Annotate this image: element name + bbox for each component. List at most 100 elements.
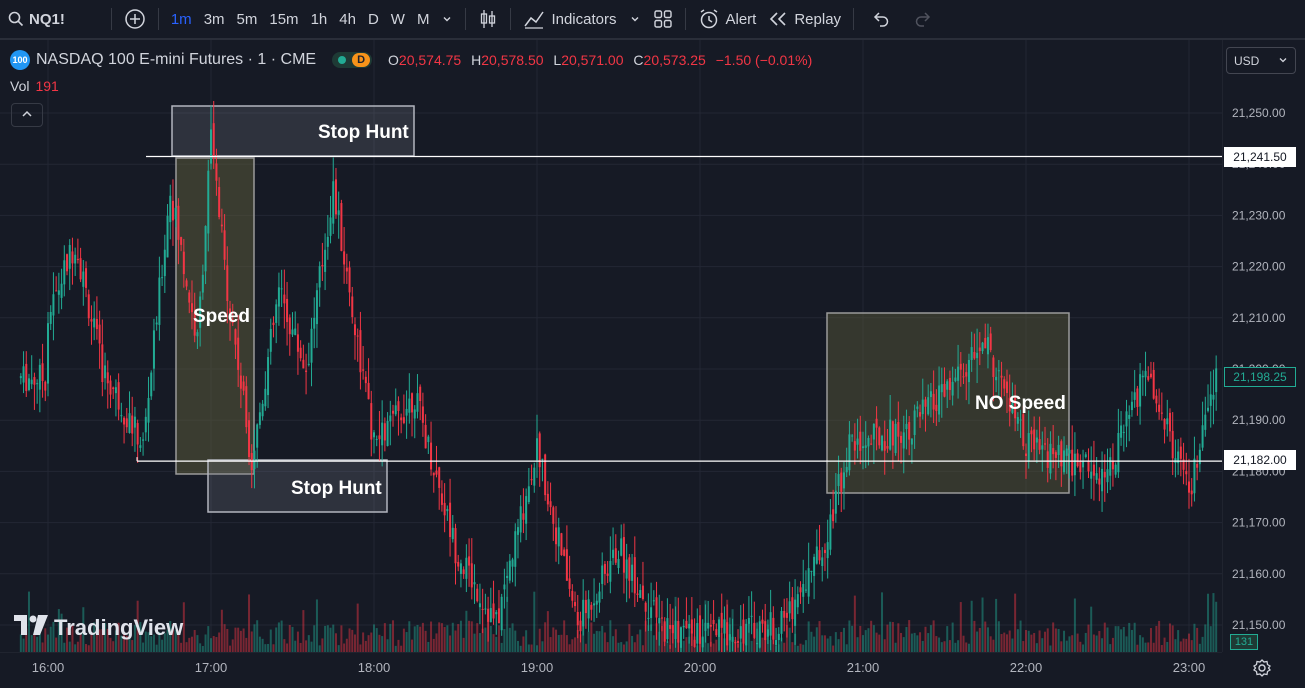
time-tick-label: 21:00	[847, 660, 880, 675]
no-speed-label[interactable]: NO Speed	[975, 393, 1066, 414]
interval-dropdown[interactable]	[435, 0, 459, 38]
alert-button[interactable]: Alert	[692, 0, 763, 38]
volume-bar	[625, 641, 628, 652]
stop-hunt-bottom-box[interactable]	[207, 459, 388, 513]
volume-bar	[1149, 628, 1152, 652]
chart-pane[interactable]	[0, 40, 1222, 652]
candle-body	[201, 274, 204, 293]
volume-bar	[639, 629, 642, 652]
volume-bar	[962, 635, 965, 652]
interval-w-button[interactable]: W	[390, 10, 405, 28]
volume-bar	[468, 620, 471, 652]
interval-1m-button[interactable]: 1m	[170, 10, 192, 28]
candle-body	[57, 290, 60, 295]
layouts-button[interactable]	[647, 0, 679, 38]
divider	[510, 8, 512, 30]
volume-bar	[497, 625, 500, 652]
undo-button[interactable]	[860, 0, 902, 38]
candle-body	[329, 217, 332, 236]
chart-type-button[interactable]	[472, 0, 504, 38]
interval-5m-button[interactable]: 5m	[236, 10, 258, 28]
volume-bar	[169, 621, 172, 652]
candle-body	[842, 472, 845, 489]
candle-body	[104, 365, 107, 379]
indicators-button[interactable]: Indicators	[517, 0, 622, 38]
interval-4h-button[interactable]: 4h	[339, 10, 356, 28]
volume-bar	[114, 630, 117, 652]
chart-settings-button[interactable]	[1252, 658, 1272, 683]
redo-button[interactable]	[902, 0, 944, 38]
volume-bar	[593, 633, 596, 652]
volume-bar	[294, 640, 297, 652]
candle-body	[603, 564, 606, 574]
candle-body	[593, 603, 596, 606]
interval-m-button[interactable]: M	[416, 10, 430, 28]
candle-body	[633, 557, 636, 594]
candle-body	[1128, 414, 1131, 419]
interval-d-button[interactable]: D	[367, 10, 379, 28]
time-axis[interactable]: 16:00 17:00 18:00 19:00 20:00 21:00 22:00 23:00	[0, 652, 1305, 688]
interval-1h-button[interactable]: 1h	[310, 10, 328, 28]
volume-bar	[555, 629, 558, 652]
candle-body	[1073, 453, 1076, 476]
volume-bar	[655, 623, 658, 652]
speed-label[interactable]: Speed	[193, 306, 251, 327]
volume-bar	[337, 645, 340, 652]
volume-bar	[935, 636, 938, 652]
volume-bar	[449, 635, 452, 652]
candle-body	[451, 527, 454, 540]
candle-body	[277, 287, 280, 307]
tradingview-logo[interactable]: TradingView	[14, 615, 183, 641]
candle-body	[617, 558, 620, 568]
stop-hunt-top-label[interactable]: Stop Hunt	[318, 122, 409, 143]
volume-bar	[617, 642, 620, 652]
volume-bar	[1084, 632, 1087, 652]
volume-bar	[587, 631, 590, 652]
volume-bar	[584, 643, 587, 652]
collapse-legend-button[interactable]	[11, 103, 43, 127]
volume-bar	[33, 634, 36, 652]
close-value: 20,573.25	[643, 52, 706, 68]
speed-box[interactable]	[175, 157, 255, 475]
compare-symbol-button[interactable]	[118, 0, 152, 38]
volume-bar	[79, 633, 82, 652]
volume-bar	[579, 634, 582, 652]
volume-bar	[688, 636, 691, 652]
divider	[465, 8, 467, 30]
change-value: −1.50 (−0.01%)	[715, 52, 813, 68]
volume-bar	[1147, 642, 1150, 652]
currency-selector[interactable]: USD	[1226, 47, 1296, 74]
candle-body	[804, 589, 807, 591]
plus-circle-icon	[124, 8, 146, 30]
volume-bar	[978, 627, 981, 652]
candle-body	[734, 642, 737, 644]
volume-bar	[804, 640, 807, 652]
volume-bar	[267, 643, 270, 652]
indicators-dropdown[interactable]	[623, 0, 647, 38]
candle-body	[49, 311, 52, 324]
candle-body	[87, 294, 90, 319]
volume-bar	[707, 643, 710, 652]
candle-body	[166, 215, 169, 258]
candle-body	[239, 375, 242, 389]
volume-bar	[1027, 630, 1030, 652]
volume-bar	[1046, 628, 1049, 652]
volume-bar	[576, 629, 579, 652]
symbol-search-button[interactable]: NQ1!	[0, 0, 71, 38]
volume-bar	[734, 639, 737, 652]
candle-body	[1201, 425, 1204, 448]
price-tick-label: 21,190.00	[1232, 413, 1286, 427]
candle-body	[220, 224, 223, 227]
volume-bar	[924, 626, 927, 652]
price-axis[interactable]: 21,250.0021,240.0021,230.0021,220.0021,2…	[1222, 40, 1305, 652]
volume-bar	[720, 632, 723, 652]
replay-button[interactable]: Replay	[762, 0, 847, 38]
volume-bar	[737, 643, 740, 652]
symbol-title[interactable]: NASDAQ 100 E-mini Futures · 1 · CME	[36, 51, 317, 68]
candle-body	[818, 550, 821, 561]
interval-15m-button[interactable]: 15m	[269, 10, 299, 28]
volume-bar	[552, 627, 555, 652]
interval-3m-button[interactable]: 3m	[203, 10, 225, 28]
stop-hunt-bottom-label[interactable]: Stop Hunt	[291, 478, 382, 499]
volume-bar	[995, 598, 998, 652]
